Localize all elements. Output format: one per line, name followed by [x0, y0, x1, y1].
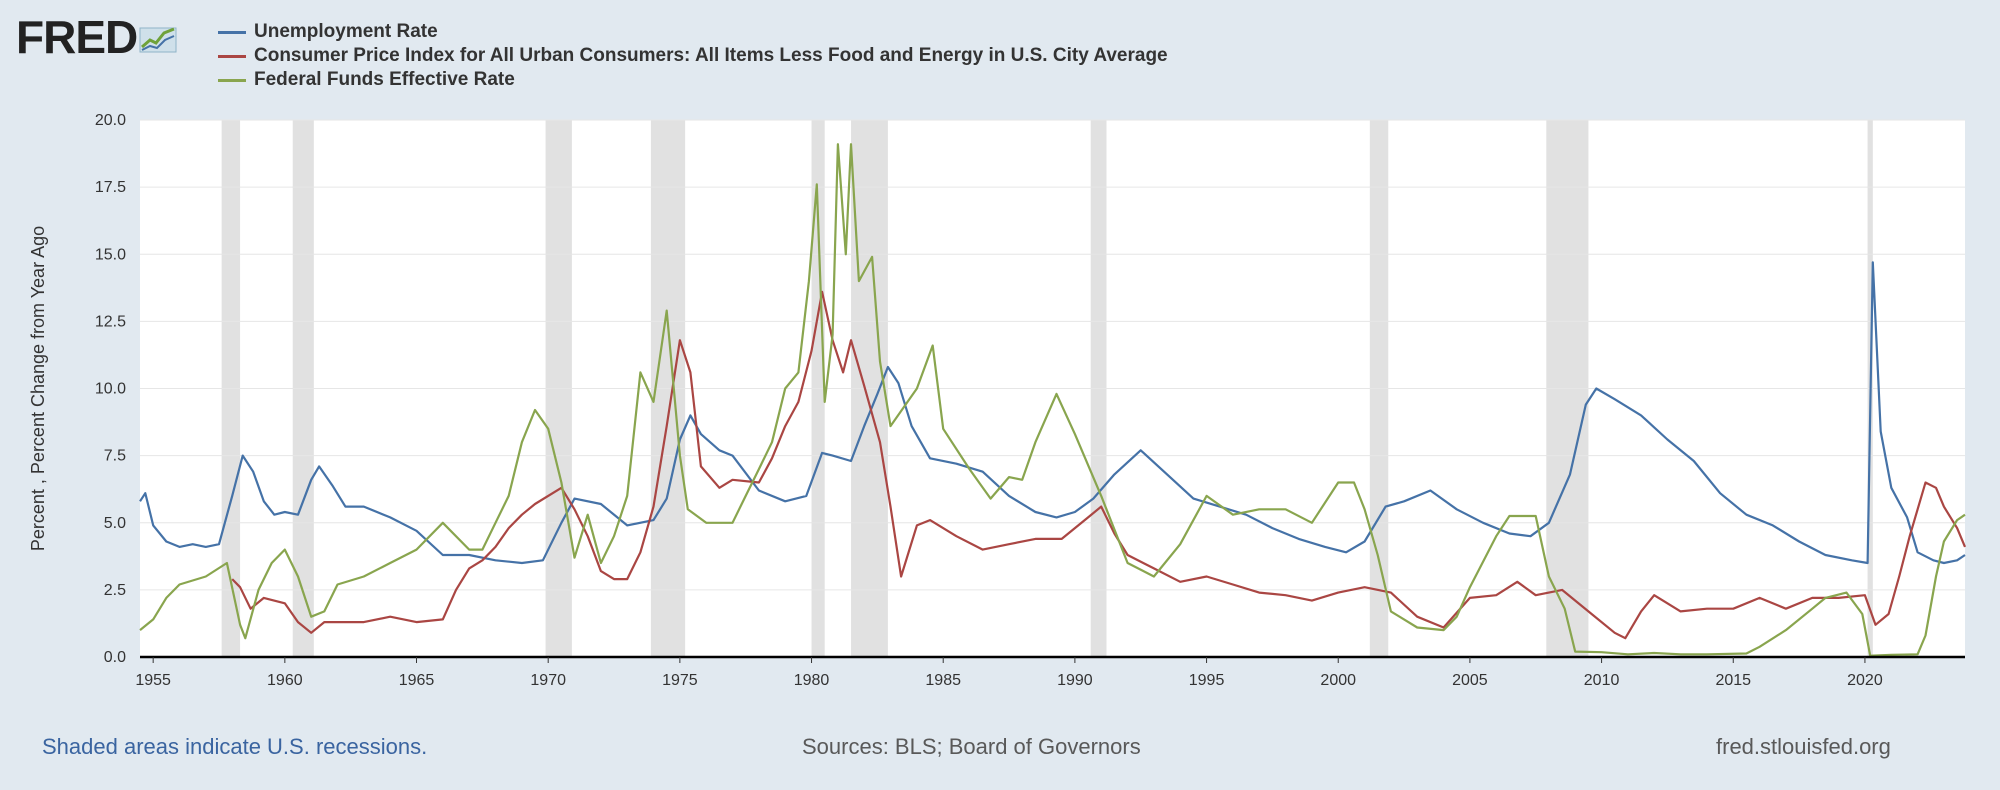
y-tick-label: 10.0 [95, 381, 126, 398]
recession-note: Shaded areas indicate U.S. recessions. [42, 734, 428, 759]
logo-text: FRED [16, 11, 138, 63]
y-tick-label: 0.0 [104, 649, 126, 666]
y-tick-label: 20.0 [95, 112, 126, 129]
y-axis-label: Percent , Percent Change from Year Ago [28, 226, 48, 551]
fred-logo[interactable]: FRED [16, 14, 179, 60]
x-tick-label: 2010 [1584, 672, 1620, 689]
x-tick-label: 1955 [135, 672, 171, 689]
x-tick-label: 1995 [1189, 672, 1225, 689]
x-tick-label: 2005 [1452, 672, 1488, 689]
y-tick-label: 12.5 [95, 313, 126, 330]
x-tick-label: 1970 [530, 672, 566, 689]
legend: Unemployment Rate Consumer Price Index f… [218, 20, 1168, 92]
series-line-2 [139, 143, 1966, 657]
x-tick-label: 2015 [1715, 672, 1751, 689]
x-tick-label: 1965 [399, 672, 435, 689]
legend-swatch-core-cpi [218, 54, 246, 58]
x-tick-label: 1960 [267, 672, 303, 689]
sources-text: Sources: BLS; Board of Governors [802, 734, 1141, 759]
legend-swatch-fed-funds [218, 78, 246, 82]
x-tick-label: 2000 [1320, 672, 1356, 689]
legend-label: Consumer Price Index for All Urban Consu… [254, 45, 1168, 66]
series-line-0 [139, 261, 1966, 565]
y-tick-label: 7.5 [104, 448, 126, 465]
x-tick-label: 1975 [662, 672, 698, 689]
x-tick-label: 1985 [925, 672, 961, 689]
y-tick-label: 5.0 [104, 515, 126, 532]
legend-item-fed-funds[interactable]: Federal Funds Effective Rate [218, 68, 1168, 92]
line-graph-icon [139, 27, 177, 53]
series-lines [139, 143, 1967, 657]
x-tick-label: 2020 [1847, 672, 1883, 689]
x-tick-label: 1990 [1057, 672, 1093, 689]
x-tick-label: 1980 [794, 672, 830, 689]
legend-swatch-unemployment [218, 30, 246, 34]
y-tick-label: 2.5 [104, 582, 126, 599]
axes: 0.0 2.5 5.0 7.5 10.0 12.5 15.0 17.5 20.0 1955 1960… [28, 112, 1965, 689]
legend-item-core-cpi[interactable]: Consumer Price Index for All Urban Consu… [218, 44, 1168, 68]
y-tick-label: 17.5 [95, 179, 126, 196]
series-line-1 [231, 290, 1967, 640]
legend-label: Unemployment Rate [254, 21, 438, 42]
y-tick-label: 15.0 [95, 246, 126, 263]
legend-item-unemployment[interactable]: Unemployment Rate [218, 20, 1168, 44]
gridlines [140, 119, 1965, 591]
legend-label: Federal Funds Effective Rate [254, 69, 515, 90]
source-url-link[interactable]: fred.stlouisfed.org [1716, 734, 1891, 759]
